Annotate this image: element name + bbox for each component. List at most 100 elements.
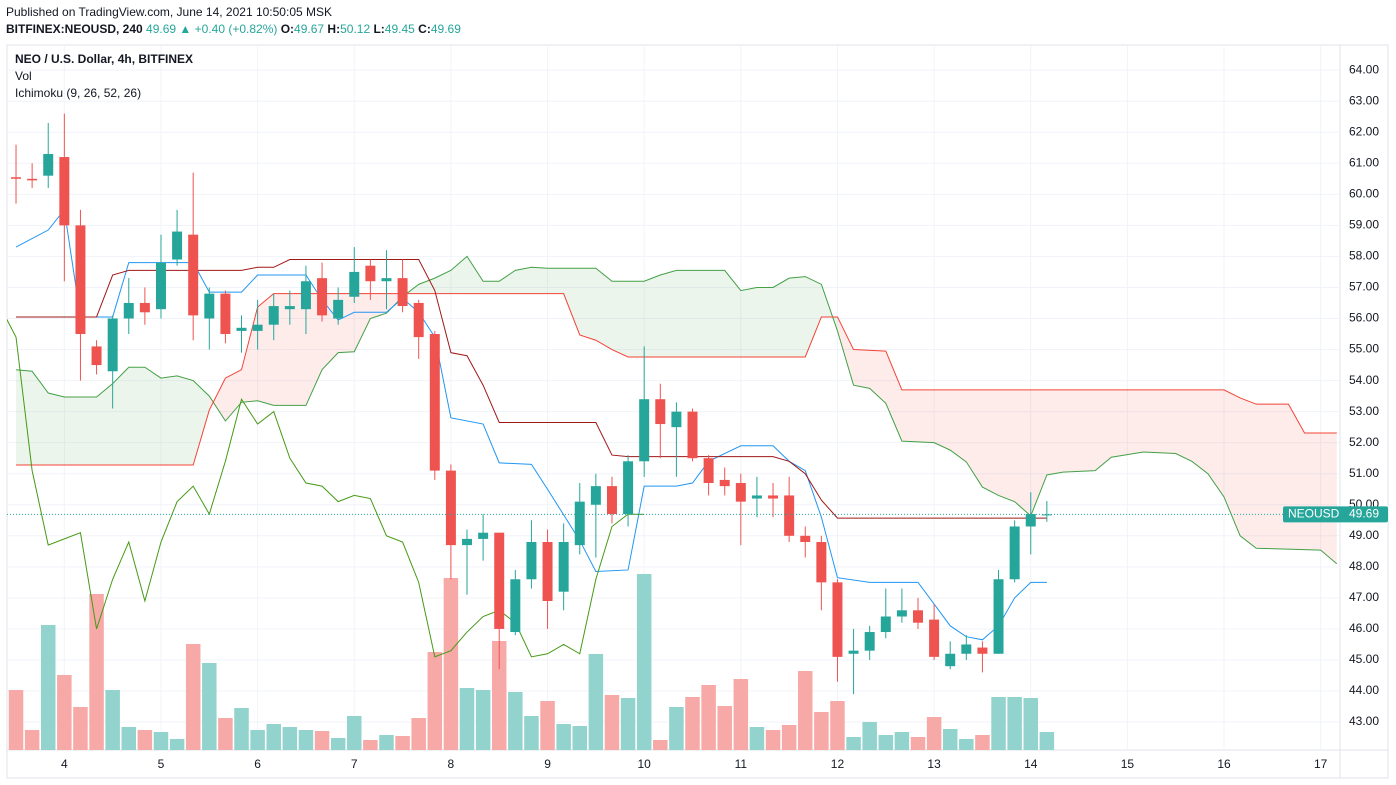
price-tag-symbol: NEOUSD bbox=[1288, 507, 1340, 521]
cloud-fill bbox=[563, 268, 580, 335]
candle-body bbox=[864, 632, 875, 651]
cloud-fill bbox=[96, 383, 113, 466]
volume-bar bbox=[1007, 697, 1022, 750]
x-tick-label: 6 bbox=[254, 757, 261, 771]
cloud-fill bbox=[611, 281, 629, 357]
candle-body bbox=[751, 495, 762, 499]
volume-bar bbox=[137, 730, 153, 750]
volume-bar bbox=[475, 690, 491, 750]
volume-bar bbox=[218, 718, 233, 750]
candle-body bbox=[27, 178, 38, 181]
volume-bar bbox=[620, 698, 636, 750]
candle-body bbox=[800, 535, 811, 543]
volume-bar bbox=[991, 697, 1006, 750]
cloud-fill bbox=[32, 371, 49, 466]
cloud-fill bbox=[1207, 389, 1225, 497]
cloud-fill bbox=[531, 267, 548, 294]
y-tick-label: 58.00 bbox=[1349, 249, 1379, 263]
cloud-fill bbox=[128, 367, 145, 466]
candle-body bbox=[43, 153, 54, 176]
candle-body bbox=[768, 495, 779, 499]
volume-bar bbox=[363, 740, 378, 750]
cloud-fill bbox=[112, 367, 129, 466]
candle-body bbox=[268, 306, 279, 325]
legend-ichimoku: Ichimoku (9, 26, 52, 26) bbox=[15, 86, 141, 100]
leading-span-b bbox=[16, 293, 1337, 466]
volume-bar bbox=[701, 685, 716, 750]
y-tick-label: 52.00 bbox=[1349, 435, 1379, 449]
cloud-fill bbox=[644, 275, 661, 357]
cloud-fill bbox=[354, 293, 371, 352]
volume-bar bbox=[926, 717, 942, 750]
volume-bar bbox=[105, 690, 120, 750]
volume-bar bbox=[427, 652, 443, 750]
candle-body bbox=[445, 470, 456, 546]
cloud-fill bbox=[1143, 389, 1160, 453]
high-label: H: bbox=[327, 22, 341, 36]
volume-bar bbox=[588, 654, 604, 750]
candle-body bbox=[896, 610, 907, 617]
candle-body bbox=[639, 399, 650, 462]
volume-bar bbox=[443, 578, 459, 750]
y-tick-label: 61.00 bbox=[1349, 155, 1379, 169]
volume-bar bbox=[894, 732, 910, 750]
x-tick-label: 9 bbox=[544, 757, 551, 771]
cloud-fill bbox=[80, 397, 97, 466]
candle-body bbox=[397, 278, 408, 307]
cloud-fill bbox=[692, 270, 709, 357]
low-label: L: bbox=[373, 22, 385, 36]
candle-body bbox=[880, 616, 891, 633]
legend-volume: Vol bbox=[15, 69, 32, 83]
candle-body bbox=[107, 318, 118, 372]
candle-body bbox=[91, 346, 102, 366]
y-tick-label: 53.00 bbox=[1349, 404, 1379, 418]
cloud-fill bbox=[708, 270, 725, 357]
volume-bar bbox=[524, 716, 539, 750]
volume-bar bbox=[862, 722, 877, 750]
cloud-fill bbox=[853, 349, 870, 389]
candle-body bbox=[252, 324, 263, 331]
volume-bar bbox=[733, 679, 749, 750]
cloud-fill bbox=[225, 369, 242, 421]
low-value: 49.45 bbox=[384, 22, 415, 36]
candle-body bbox=[429, 334, 440, 471]
candle-body bbox=[574, 501, 585, 546]
symbol: BITFINEX:NEOUSD, 240 bbox=[6, 22, 143, 36]
chart-title: NEO / U.S. Dollar, 4h, BITFINEX bbox=[15, 52, 193, 66]
volume-bar bbox=[379, 735, 394, 750]
cloud-fill bbox=[1272, 404, 1289, 550]
cloud-fill bbox=[885, 351, 902, 442]
close-label: C: bbox=[418, 22, 431, 36]
candle-body bbox=[11, 177, 22, 179]
cloud-fill bbox=[1014, 389, 1031, 516]
y-tick-label: 60.00 bbox=[1349, 186, 1379, 200]
candle-body bbox=[623, 461, 634, 515]
x-tick-label: 8 bbox=[448, 757, 455, 771]
volume-bar bbox=[89, 594, 104, 750]
x-tick-label: 4 bbox=[61, 757, 68, 771]
candle-body bbox=[510, 579, 521, 633]
candle-body bbox=[365, 265, 376, 282]
cloud-fill bbox=[1062, 389, 1080, 473]
cloud-fill bbox=[1191, 389, 1208, 474]
candle-body bbox=[993, 579, 1004, 654]
candle-body bbox=[1041, 514, 1052, 516]
y-tick-label: 62.00 bbox=[1349, 124, 1379, 138]
cloud-fill bbox=[805, 276, 822, 357]
cloud-fill bbox=[1079, 389, 1096, 472]
candle-body bbox=[478, 532, 489, 539]
volume-bar bbox=[250, 730, 265, 750]
x-tick-label: 15 bbox=[1121, 757, 1135, 771]
y-tick-label: 57.00 bbox=[1349, 280, 1379, 294]
candle-body bbox=[816, 542, 827, 583]
candle-body bbox=[413, 302, 424, 338]
cloud-fill bbox=[628, 281, 645, 357]
cloud-fill bbox=[64, 397, 81, 466]
change: ▲ +0.40 (+0.82%) bbox=[179, 22, 278, 36]
x-tick-label: 14 bbox=[1024, 757, 1038, 771]
volume-bar bbox=[781, 725, 797, 750]
y-tick-label: 55.00 bbox=[1349, 342, 1379, 356]
candle-body bbox=[494, 532, 505, 629]
